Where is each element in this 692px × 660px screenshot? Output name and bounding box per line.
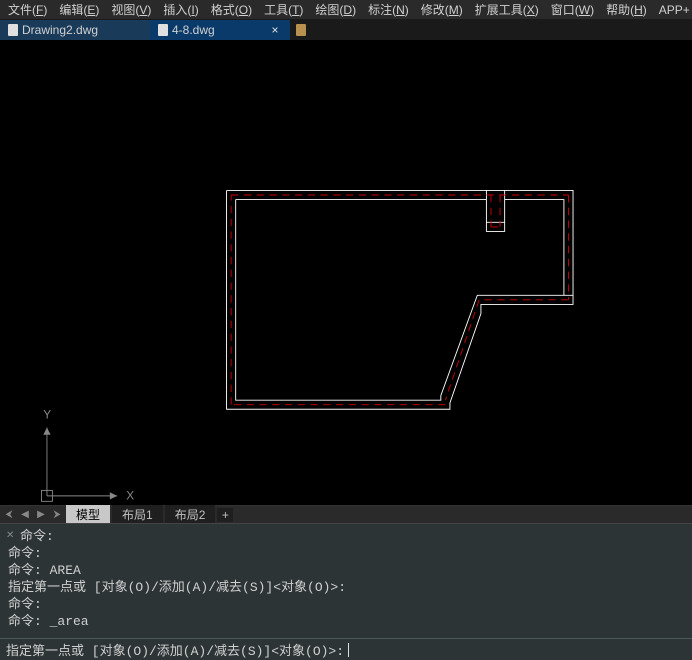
command-input[interactable]: 指定第一点或 [对象(O)/添加(A)/减去(S)]<对象(O)>: bbox=[0, 638, 692, 660]
command-log-line: 命令: _area bbox=[8, 613, 686, 630]
menu-2[interactable]: 视图(V) bbox=[105, 0, 157, 20]
layout-nav-0[interactable]: ⮜ bbox=[2, 508, 16, 522]
menu-10[interactable]: 窗口(W) bbox=[545, 0, 600, 20]
command-log-line: 指定第一点或 [对象(O)/添加(A)/减去(S)]<对象(O)>: bbox=[8, 579, 686, 596]
command-prompt: 指定第一点或 [对象(O)/添加(A)/减去(S)]<对象(O)>: bbox=[6, 640, 344, 659]
file-icon bbox=[8, 24, 18, 36]
tab-close-icon[interactable]: × bbox=[268, 23, 282, 37]
file-tab-label: Drawing2.dwg bbox=[22, 23, 98, 37]
svg-text:X: X bbox=[126, 489, 134, 503]
menu-5[interactable]: 工具(T) bbox=[258, 0, 309, 20]
menu-8[interactable]: 修改(M) bbox=[415, 0, 469, 20]
layout-nav-2[interactable]: ▶ bbox=[34, 508, 48, 522]
menu-3[interactable]: 插入(I) bbox=[157, 0, 204, 20]
layout-tab-0[interactable]: 模型 bbox=[66, 505, 110, 524]
drawing-canvas[interactable]: XY bbox=[0, 40, 692, 505]
command-log-line: 命令: AREA bbox=[8, 562, 686, 579]
menu-bar: 文件(F)编辑(E)视图(V)插入(I)格式(O)工具(T)绘图(D)标注(N)… bbox=[0, 0, 692, 20]
menu-9[interactable]: 扩展工具(X) bbox=[469, 0, 545, 20]
command-log-line: 命令: bbox=[8, 596, 686, 613]
menu-0[interactable]: 文件(F) bbox=[2, 0, 53, 20]
file-tab-0[interactable]: Drawing2.dwg bbox=[0, 20, 150, 40]
new-tab-folder-icon[interactable] bbox=[290, 24, 312, 36]
menu-1[interactable]: 编辑(E) bbox=[53, 0, 105, 20]
command-log-line: 命令: bbox=[8, 528, 686, 545]
menu-6[interactable]: 绘图(D) bbox=[309, 0, 362, 20]
command-log: ✕ 命令:命令:命令: AREA指定第一点或 [对象(O)/添加(A)/减去(S… bbox=[0, 523, 692, 638]
svg-text:Y: Y bbox=[43, 407, 51, 421]
menu-7[interactable]: 标注(N) bbox=[362, 0, 415, 20]
menu-12[interactable]: APP+ bbox=[653, 1, 692, 19]
layout-nav-1[interactable]: ◀ bbox=[18, 508, 32, 522]
close-icon[interactable]: ✕ bbox=[6, 528, 18, 545]
layout-tab-2[interactable]: 布局2 bbox=[165, 505, 216, 524]
layout-nav-3[interactable]: ⮞ bbox=[50, 508, 64, 522]
command-log-line: 命令: bbox=[8, 545, 686, 562]
menu-11[interactable]: 帮助(H) bbox=[600, 0, 653, 20]
file-icon bbox=[158, 24, 168, 36]
menu-4[interactable]: 格式(O) bbox=[205, 0, 258, 20]
layout-add-button[interactable]: + bbox=[217, 508, 233, 522]
file-tab-1[interactable]: 4-8.dwg × bbox=[150, 20, 290, 40]
file-tab-bar: Drawing2.dwg 4-8.dwg × bbox=[0, 20, 692, 40]
text-cursor bbox=[348, 643, 349, 657]
drawing-svg: XY bbox=[0, 40, 692, 505]
folder-icon bbox=[296, 24, 306, 36]
file-tab-label: 4-8.dwg bbox=[172, 23, 215, 37]
layout-tab-bar: ⮜◀▶⮞模型布局1布局2+ bbox=[0, 505, 692, 523]
layout-tab-1[interactable]: 布局1 bbox=[112, 505, 163, 524]
